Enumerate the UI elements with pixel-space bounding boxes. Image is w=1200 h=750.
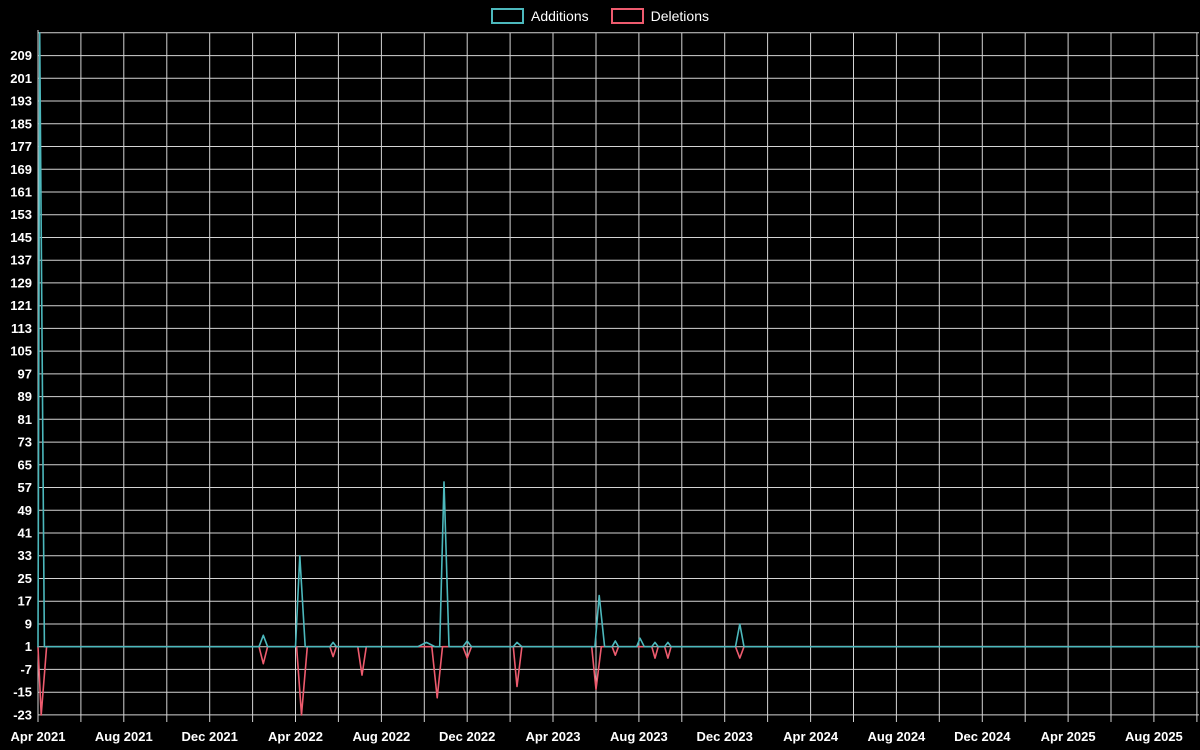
legend-label-additions: Additions <box>531 8 589 24</box>
svg-text:9: 9 <box>25 617 32 632</box>
svg-text:17: 17 <box>18 594 32 609</box>
svg-text:-7: -7 <box>20 662 32 677</box>
legend-item-additions[interactable]: Additions <box>491 7 589 25</box>
svg-text:-15: -15 <box>13 685 32 700</box>
svg-text:209: 209 <box>10 48 32 63</box>
svg-text:73: 73 <box>18 435 32 450</box>
svg-text:201: 201 <box>10 71 32 86</box>
additions-swatch-icon <box>491 8 525 24</box>
svg-text:Dec 2021: Dec 2021 <box>182 729 238 744</box>
svg-text:41: 41 <box>18 526 32 541</box>
svg-text:145: 145 <box>10 230 32 245</box>
svg-text:193: 193 <box>10 94 32 109</box>
deletions-swatch-icon <box>610 8 644 24</box>
svg-text:89: 89 <box>18 389 32 404</box>
svg-text:Dec 2022: Dec 2022 <box>439 729 495 744</box>
legend-label-deletions: Deletions <box>650 8 709 24</box>
svg-text:177: 177 <box>10 139 32 154</box>
svg-text:-23: -23 <box>13 707 32 722</box>
svg-text:113: 113 <box>11 321 32 336</box>
svg-text:129: 129 <box>10 275 32 290</box>
svg-text:121: 121 <box>10 298 32 313</box>
svg-text:169: 169 <box>10 162 32 177</box>
svg-text:81: 81 <box>18 412 32 427</box>
svg-text:185: 185 <box>10 116 32 131</box>
svg-text:Apr 2021: Apr 2021 <box>11 729 66 744</box>
svg-text:97: 97 <box>18 366 32 381</box>
svg-text:Aug 2024: Aug 2024 <box>867 729 926 744</box>
svg-text:Apr 2023: Apr 2023 <box>526 729 581 744</box>
svg-text:Aug 2023: Aug 2023 <box>610 729 668 744</box>
svg-text:161: 161 <box>10 185 32 200</box>
svg-text:105: 105 <box>10 344 32 359</box>
svg-text:Dec 2023: Dec 2023 <box>697 729 753 744</box>
svg-text:Apr 2025: Apr 2025 <box>1041 729 1096 744</box>
legend-item-deletions[interactable]: Deletions <box>610 7 709 25</box>
svg-text:Apr 2022: Apr 2022 <box>268 729 323 744</box>
svg-text:Dec 2024: Dec 2024 <box>954 729 1011 744</box>
svg-text:Aug 2025: Aug 2025 <box>1125 729 1183 744</box>
svg-text:33: 33 <box>18 548 32 563</box>
svg-text:25: 25 <box>18 571 32 586</box>
svg-text:Aug 2021: Aug 2021 <box>95 729 153 744</box>
svg-text:49: 49 <box>18 503 32 518</box>
svg-text:57: 57 <box>18 480 32 495</box>
svg-text:1: 1 <box>25 639 32 654</box>
svg-text:Apr 2024: Apr 2024 <box>783 729 839 744</box>
chart-legend: Additions Deletions <box>0 7 1200 25</box>
svg-text:153: 153 <box>10 207 32 222</box>
svg-text:65: 65 <box>18 457 32 472</box>
svg-text:137: 137 <box>10 253 32 268</box>
svg-text:Aug 2022: Aug 2022 <box>352 729 410 744</box>
